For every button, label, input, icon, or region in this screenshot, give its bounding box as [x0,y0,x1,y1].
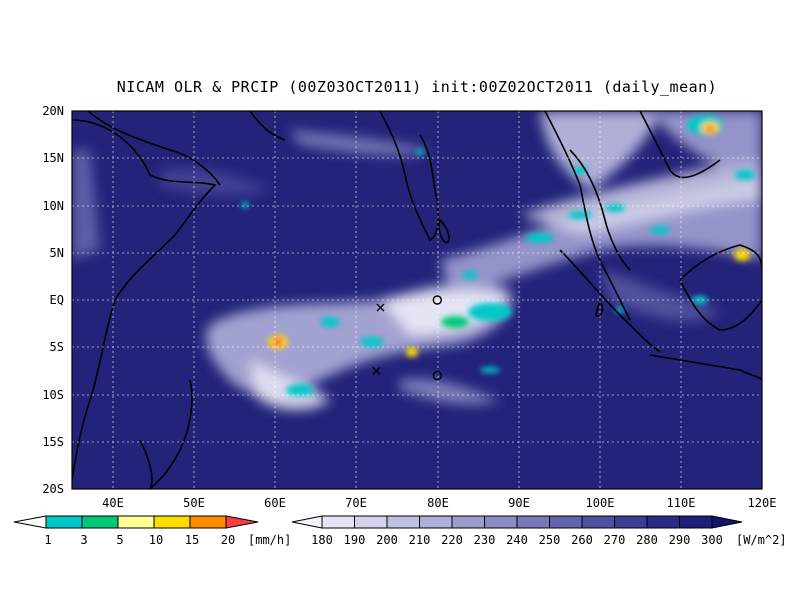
olr-tick-label: 300 [701,533,723,547]
precip-color-cell [117,515,155,529]
precip-color-cell [189,515,227,529]
olr-tick-label: 240 [506,533,528,547]
olr-tick-label: 210 [409,533,431,547]
olr-color-cell [419,515,453,529]
coastlines [72,111,762,489]
precip-color-cell [153,515,191,529]
olr-tick-label: 290 [669,533,691,547]
olr-tick-label: 250 [539,533,561,547]
lon-label-50e: 50E [183,496,205,510]
olr-tick-label: 260 [571,533,593,547]
olr-color-cell [484,515,518,529]
lon-label-60e: 60E [264,496,286,510]
olr-color-cell [549,515,583,529]
precip-arrow-right [225,515,259,529]
olr-tick-label: 180 [311,533,333,547]
olr-legend-labels: 180 190 200 210 220 230 240 250 260 270 280 290 300 [311,533,723,547]
olr-color-cell [386,515,420,529]
olr-color-cell [614,515,648,529]
olr-color-cell [646,515,680,529]
lon-label-120e: 120E [748,496,777,510]
station-marker-x [376,303,385,312]
station-marker-x [372,366,381,375]
lon-label-80e: 80E [427,496,449,510]
lat-label-15s: 15S [42,435,64,449]
lon-label-100e: 100E [586,496,615,510]
precip-colorbar [13,515,259,529]
precip-tick-label: 20 [221,533,235,547]
station-marker-circle [432,370,442,381]
lat-label-15n: 15N [42,151,64,165]
precip-tick-label: 3 [80,533,87,547]
station-markers [372,295,442,381]
olr-tick-label: 280 [636,533,658,547]
precip-unit: [mm/h] [248,533,291,547]
olr-color-cell [679,515,713,529]
olr-color-cell [321,515,355,529]
lat-label-5n: 5N [50,246,64,260]
olr-legend: 180 190 200 210 220 230 240 250 260 270 280 290 300 … [291,515,787,547]
lon-label-40e: 40E [102,496,124,510]
precip-tick-label: 5 [116,533,123,547]
olr-cloud-field [72,111,762,410]
lat-label-5s: 5S [50,340,64,354]
precip-tick-label: 15 [185,533,199,547]
olr-color-cell [581,515,615,529]
olr-arrow-right [711,515,743,529]
olr-tick-label: 270 [604,533,626,547]
station-marker-circle [432,295,442,305]
olr-color-cell [451,515,485,529]
olr-tick-label: 220 [441,533,463,547]
olr-arrow-left [291,515,323,529]
lat-label-10n: 10N [42,199,64,213]
precip-arrow-left [13,515,47,529]
precip-color-cell [45,515,83,529]
lat-labels: 20N 15N 10N 5N EQ 5S 10S 15S 20S [42,104,64,496]
lat-label-20n: 20N [42,104,64,118]
lon-label-90e: 90E [508,496,530,510]
precip-tick-label: 1 [44,533,51,547]
lon-label-110e: 110E [667,496,696,510]
olr-tick-label: 230 [474,533,496,547]
olr-color-cell [354,515,388,529]
olr-tick-label: 190 [344,533,366,547]
map-frame [71,110,763,490]
map-title: NICAM OLR & PRCIP (00Z03OCT2011) init:00… [116,78,718,96]
lon-label-70e: 70E [345,496,367,510]
precip-legend: 1 3 5 10 15 20 [mm/h] [13,515,291,547]
olr-tick-label: 200 [376,533,398,547]
olr-colorbar [291,515,743,529]
olr-unit: [W/m^2] [736,533,787,547]
precip-color-cell [81,515,119,529]
lon-labels: 40E 50E 60E 70E 80E 90E 100E 110E 120E [102,496,776,510]
lat-label-eq: EQ [50,293,64,307]
lat-label-10s: 10S [42,388,64,402]
precip-legend-labels: 1 3 5 10 15 20 [44,533,235,547]
olr-color-cell [516,515,550,529]
grid-lines [72,111,762,489]
precip-tick-label: 10 [149,533,163,547]
lat-label-20s: 20S [42,482,64,496]
